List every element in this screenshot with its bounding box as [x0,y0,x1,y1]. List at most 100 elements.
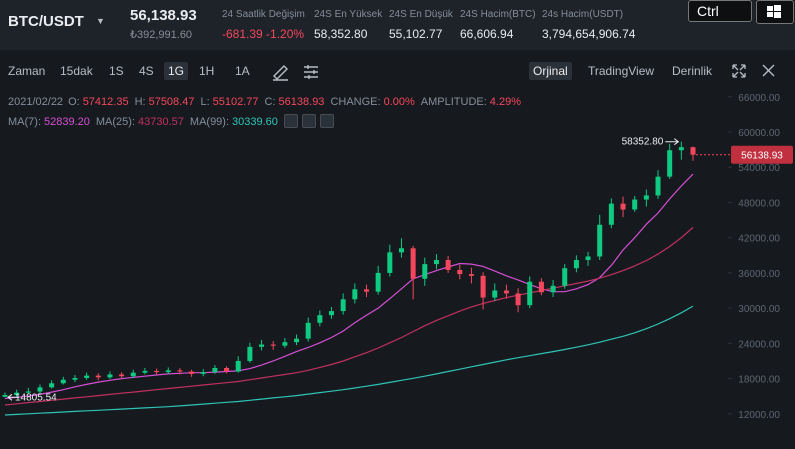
y-tick-label: 48000.00 [738,198,780,209]
ohlc-info: 2021/02/22 O: 57412.35 H: 57508.47 L: 55102.77… [8,96,527,108]
field-value: 4.29% [489,96,521,108]
high-arrow [665,138,680,146]
settings-icon[interactable] [304,65,318,79]
candle-body [130,372,136,377]
candle-body [422,264,428,279]
field-label: CHANGE: [330,96,381,108]
candle-body [247,346,253,361]
candle-body [538,281,544,293]
candle-body [305,322,311,339]
stat-value: 58,352.80 [314,27,368,41]
stat-value: 55,102.77 [389,27,443,41]
y-tick-label: 36000.00 [738,269,780,280]
candle-body [270,344,276,346]
field-value: 0.00% [383,96,415,108]
candle-body [259,344,265,347]
ma-line [4,173,694,400]
candle-body [375,272,381,292]
view-tab[interactable]: TradingView [588,64,655,78]
ma-settings-icon[interactable] [301,114,316,128]
candle-body [678,147,684,151]
interval[interactable]: 1G [164,62,189,80]
candle-body [457,269,463,275]
candle-body [142,370,148,373]
candle-body [433,259,439,265]
candle-body [363,289,369,292]
view-tab[interactable]: Orjinal [529,62,572,80]
candle-body [597,224,603,257]
candle-body [573,259,579,269]
y-tick-label: 30000.00 [738,304,780,315]
stat-label: 24 Saatlik Değişim [222,9,305,20]
interval[interactable]: 15dak [60,64,93,78]
last-price: 56,138.93 [130,7,197,24]
interval[interactable]: 1S [109,64,124,78]
candle-body [387,252,393,273]
candle-body [84,375,90,378]
ma-label: MA(25): [95,116,136,129]
candle-body [37,387,43,392]
pair-dropdown[interactable]: ▼ [96,16,105,26]
candle-body [643,195,649,200]
candle-body [107,374,113,378]
candle-body [165,370,171,373]
y-tick-label: 54000.00 [738,163,780,174]
key-win [756,0,794,24]
candle-body [14,392,20,395]
y-tick-label: 18000.00 [738,375,780,386]
field-label: H: [134,96,146,108]
ma-label: MA(99): [189,116,230,129]
candle-body [200,372,206,374]
ma-value: 30339.60 [232,116,278,129]
visibility-icon[interactable] [283,114,298,128]
candle-body [49,383,55,388]
candle-body [398,248,404,253]
candle-body [562,268,568,286]
ma-value: 52839.20 [44,116,90,129]
candle-body [480,275,486,298]
interval[interactable]: 1H [199,64,215,78]
ma-line [4,305,694,416]
candle-body [468,274,474,276]
candle-body [119,374,125,377]
field-value: 55102.77 [212,96,259,108]
candle-body [667,150,673,177]
candle-body [340,299,346,312]
stat-value: -681.39 -1.20% [222,27,305,41]
candle-body [154,370,160,373]
low-label: 14805.54 [15,392,57,403]
candle-body [282,342,288,346]
interval[interactable]: 1A [235,64,250,78]
field-label: O: [68,96,80,108]
field-label: C: [264,96,276,108]
field-label: L: [200,96,210,108]
field-value: 56138.93 [278,96,325,108]
field-value: 57412.35 [82,96,129,108]
pair[interactable]: BTC/USDT [8,13,84,30]
stat-value: 3,794,654,906.74 [542,27,636,41]
candle-body [294,338,300,343]
close-icon[interactable] [762,64,775,77]
ma-close-icon[interactable] [319,114,334,128]
key-ctrl: Ctrl [688,0,752,22]
fullscreen-icon[interactable] [732,64,746,78]
stat-value: 66,606.94 [460,27,514,41]
candle-body [60,379,66,384]
candle-body [585,256,591,260]
candle-body [72,377,78,380]
candle-body [235,360,241,372]
candle-body [527,281,533,306]
ma-label: MA(7): [8,116,41,129]
ma-info: MA(7): 52839.20 MA(25): 43730.57 MA(99): 3033… [8,114,338,131]
ma-line [4,227,694,406]
draw-icon[interactable] [273,65,288,81]
candle-body [608,203,614,225]
view-tab[interactable]: Derinlik [672,64,713,78]
candle-body [492,290,498,298]
candle-body [620,203,626,210]
ma-icons [283,114,338,131]
low-arrow [7,393,19,401]
ma-value: 43730.57 [138,116,184,129]
interval[interactable]: 4S [139,64,154,78]
